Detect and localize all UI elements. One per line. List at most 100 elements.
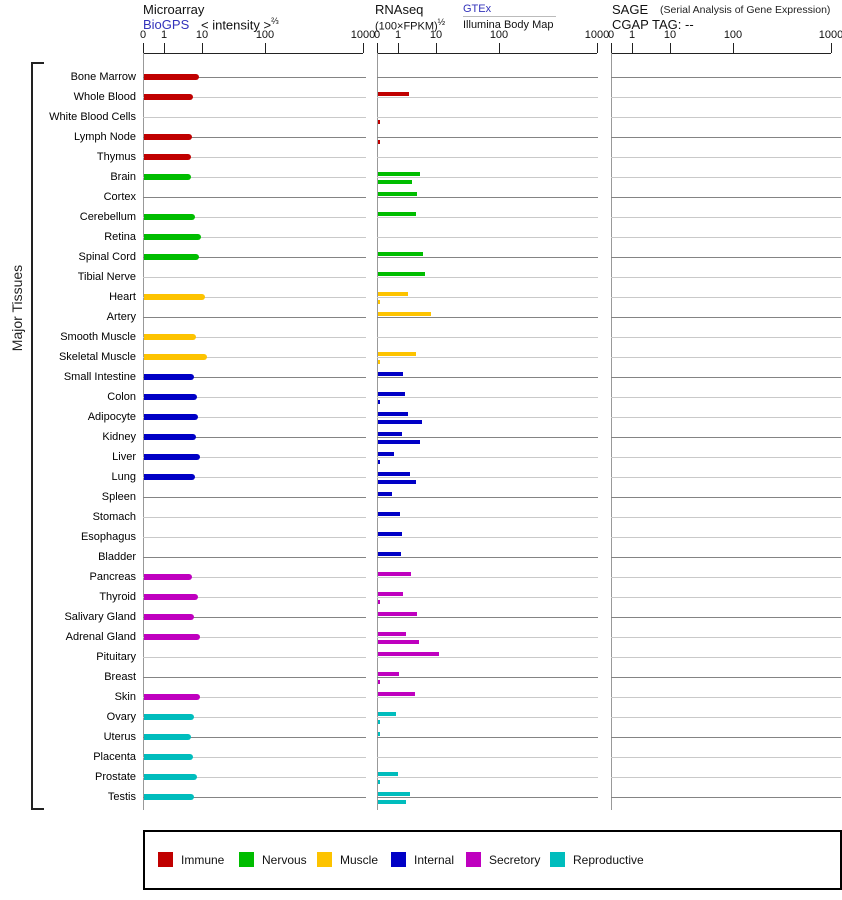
sage-axis-tick [611, 43, 612, 53]
sage-axis-tick [733, 43, 734, 53]
sage-row-line-white-blood-cells [611, 117, 841, 118]
rnaseq-axis-tick [436, 43, 437, 53]
legend-box: Immune Nervous Muscle Internal Secretory Repr… [143, 830, 842, 890]
sage-row-line-spleen [611, 497, 841, 498]
rnaseq-row-line-ovary [377, 717, 598, 718]
sage-row-line-thymus [611, 157, 841, 158]
legend-swatch-reproductive [550, 852, 565, 867]
rnaseq-gtex-bar-testis [378, 792, 410, 796]
rnaseq-row-line-pituitary [377, 657, 598, 658]
microarray-row-line-retina [143, 237, 366, 238]
microarray-row-line-uterus [143, 737, 366, 738]
rnaseq-title: RNAseq [375, 2, 424, 17]
sage-axis-tick-label: 1000 [818, 29, 842, 41]
rnaseq-row-line-retina [377, 237, 598, 238]
gtex-link[interactable]: GTEx [463, 3, 492, 15]
rnaseq-row-line-thyroid [377, 597, 598, 598]
rnaseq-row-line-smooth-muscle [377, 337, 598, 338]
microarray-axis-line [143, 53, 363, 54]
tissue-label-pituitary: Pituitary [96, 651, 136, 663]
rnaseq-gtex-bar-thyroid [378, 592, 404, 596]
sage-row-line-artery [611, 317, 841, 318]
tissue-label-uterus: Uterus [103, 731, 136, 743]
rnaseq-gtex-bar-cerebellum [378, 212, 416, 216]
microarray-row-line-kidney [143, 437, 366, 438]
tissue-label-colon: Colon [107, 391, 136, 403]
microarray-bar-lymph-node [144, 134, 193, 140]
legend-swatch-secretory [466, 852, 481, 867]
microarray-bar-bone-marrow [144, 74, 199, 80]
tissue-label-testis: Testis [107, 791, 136, 803]
legend-swatch-muscle [317, 852, 332, 867]
microarray-row-line-cortex [143, 197, 366, 198]
microarray-row-line-heart [143, 297, 366, 298]
rnaseq-row-line-pancreas [377, 577, 598, 578]
microarray-bar-heart [144, 294, 206, 300]
tissue-label-prostate: Prostate [95, 771, 136, 783]
tissue-label-thyroid: Thyroid [99, 591, 136, 603]
sage-row-line-bone-marrow [611, 77, 841, 78]
rnaseq-row-line-brain [377, 177, 598, 178]
microarray-row-line-lymph-node [143, 137, 366, 138]
rnaseq-gtex-bar-colon [378, 392, 405, 396]
rnaseq-axis-tick [597, 43, 598, 53]
rnaseq-illumina-bar-kidney [378, 440, 420, 444]
microarray-row-line-small-intestine [143, 377, 366, 378]
microarray-scale-label: < intensity >⅔ [201, 16, 279, 33]
sage-row-line-bladder [611, 557, 841, 558]
tissue-label-adipocyte: Adipocyte [87, 411, 136, 423]
sage-axis-tick-label: 0 [607, 29, 615, 41]
tissue-label-artery: Artery [106, 311, 136, 323]
biogps-link[interactable]: BioGPS [143, 17, 190, 32]
rnaseq-illumina-bar-thyroid [378, 600, 380, 604]
rnaseq-row-line-white-blood-cells [377, 117, 598, 118]
microarray-axis-tick [363, 43, 364, 53]
microarray-bar-adipocyte [144, 414, 199, 420]
sage-row-line-retina [611, 237, 841, 238]
sage-row-line-adrenal-gland [611, 637, 841, 638]
sage-row-line-placenta [611, 757, 841, 758]
rnaseq-gtex-bar-skin [378, 692, 415, 696]
rnaseq-row-line-skeletal-muscle [377, 357, 598, 358]
gtex-illumina-divider [463, 16, 556, 17]
microarray-axis-tick [202, 43, 203, 53]
tissue-label-kidney: Kidney [102, 431, 136, 443]
sage-row-line-uterus [611, 737, 841, 738]
rnaseq-row-line-tibial-nerve [377, 277, 598, 278]
microarray-row-line-cerebellum [143, 217, 366, 218]
rnaseq-row-line-kidney [377, 437, 598, 438]
microarray-row-line-bladder [143, 557, 366, 558]
sage-row-line-lymph-node [611, 137, 841, 138]
tissue-bracket-bottom-tick [31, 808, 44, 810]
sage-row-line-adipocyte [611, 417, 841, 418]
rnaseq-illumina-bar-breast [378, 680, 380, 684]
microarray-row-line-salivary-gland [143, 617, 366, 618]
rnaseq-row-line-artery [377, 317, 598, 318]
rnaseq-illumina-bar-testis [378, 800, 406, 804]
rnaseq-illumina-bar-prostate [378, 780, 380, 784]
microarray-bar-skin [144, 694, 201, 700]
microarray-row-line-breast [143, 677, 366, 678]
rnaseq-illumina-bar-adrenal-gland [378, 640, 420, 644]
rnaseq-row-line-bone-marrow [377, 77, 598, 78]
sage-row-line-stomach [611, 517, 841, 518]
sage-row-line-skeletal-muscle [611, 357, 841, 358]
sage-axis-tick-label: 100 [723, 29, 743, 41]
tissue-label-pancreas: Pancreas [89, 571, 136, 583]
rnaseq-gtex-bar-skeletal-muscle [378, 352, 416, 356]
rnaseq-axis-tick-label: 10 [429, 29, 443, 41]
sage-row-line-pituitary [611, 657, 841, 658]
sage-axis-tick [670, 43, 671, 53]
microarray-axis-tick [164, 43, 165, 53]
microarray-bar-uterus [144, 734, 191, 740]
tissue-bracket-top-tick [31, 62, 44, 64]
tissue-label-bone-marrow: Bone Marrow [70, 71, 136, 83]
rnaseq-axis-tick [398, 43, 399, 53]
rnaseq-axis-tick-label: 0 [373, 29, 381, 41]
microarray-bar-kidney [144, 434, 196, 440]
rnaseq-gtex-bar-whole-blood [378, 92, 409, 96]
sage-row-line-lung [611, 477, 841, 478]
tissue-label-bladder: Bladder [98, 551, 136, 563]
rnaseq-gtex-bar-pituitary [378, 652, 439, 656]
microarray-bar-liver [144, 454, 201, 460]
